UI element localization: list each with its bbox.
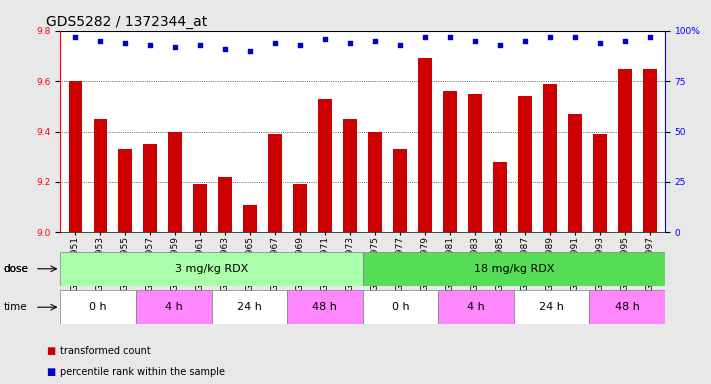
Text: 24 h: 24 h [539, 302, 564, 312]
Point [144, 42, 156, 48]
Bar [144, 144, 157, 232]
Point [319, 36, 331, 42]
Text: 3 mg/kg RDX: 3 mg/kg RDX [175, 264, 248, 274]
Bar [294, 184, 307, 232]
Text: transformed count: transformed count [60, 346, 151, 356]
Bar [589, 290, 665, 324]
Point [519, 38, 530, 44]
Text: 0 h: 0 h [392, 302, 410, 312]
Bar [363, 290, 438, 324]
Point [70, 34, 81, 40]
Point [195, 42, 206, 48]
Bar [136, 290, 212, 324]
Bar [319, 99, 332, 232]
Text: 24 h: 24 h [237, 302, 262, 312]
Point [245, 48, 256, 54]
Text: dose: dose [4, 264, 28, 274]
Point [344, 40, 356, 46]
Point [419, 34, 431, 40]
Bar [287, 290, 363, 324]
Point [220, 46, 231, 52]
Bar [363, 252, 665, 286]
Bar [618, 68, 631, 232]
Bar [193, 184, 207, 232]
Point [444, 34, 456, 40]
Point [644, 34, 656, 40]
Bar [169, 132, 182, 232]
Point [469, 38, 481, 44]
Bar [568, 114, 582, 232]
Bar [438, 290, 514, 324]
Bar [368, 132, 382, 232]
Point [370, 38, 381, 44]
Text: GDS5282 / 1372344_at: GDS5282 / 1372344_at [46, 15, 208, 29]
Bar [393, 149, 407, 232]
Text: time: time [4, 302, 27, 312]
Bar [119, 149, 132, 232]
Bar [60, 290, 136, 324]
Point [170, 44, 181, 50]
Point [269, 40, 281, 46]
Text: 0 h: 0 h [90, 302, 107, 312]
Point [95, 38, 106, 44]
Bar [94, 119, 107, 232]
Text: 48 h: 48 h [614, 302, 639, 312]
Bar [493, 162, 507, 232]
Point [619, 38, 631, 44]
Text: ■: ■ [46, 346, 55, 356]
Bar [212, 290, 287, 324]
Bar [443, 91, 457, 232]
Point [594, 40, 606, 46]
Bar [60, 252, 363, 286]
Bar [218, 177, 232, 232]
Text: dose: dose [4, 264, 28, 274]
Bar [268, 134, 282, 232]
Point [395, 42, 406, 48]
Bar [68, 81, 82, 232]
Bar [418, 58, 432, 232]
Point [494, 42, 506, 48]
Text: 4 h: 4 h [467, 302, 485, 312]
Bar [643, 68, 657, 232]
Bar [243, 205, 257, 232]
Point [544, 34, 555, 40]
Point [570, 34, 581, 40]
Text: 18 mg/kg RDX: 18 mg/kg RDX [474, 264, 554, 274]
Bar [593, 134, 606, 232]
Text: 48 h: 48 h [312, 302, 337, 312]
Text: ■: ■ [46, 367, 55, 377]
Bar [514, 290, 589, 324]
Point [119, 40, 131, 46]
Bar [343, 119, 357, 232]
Text: 4 h: 4 h [165, 302, 183, 312]
Bar [468, 94, 482, 232]
Text: percentile rank within the sample: percentile rank within the sample [60, 367, 225, 377]
Bar [518, 96, 532, 232]
Point [294, 42, 306, 48]
Bar [543, 84, 557, 232]
